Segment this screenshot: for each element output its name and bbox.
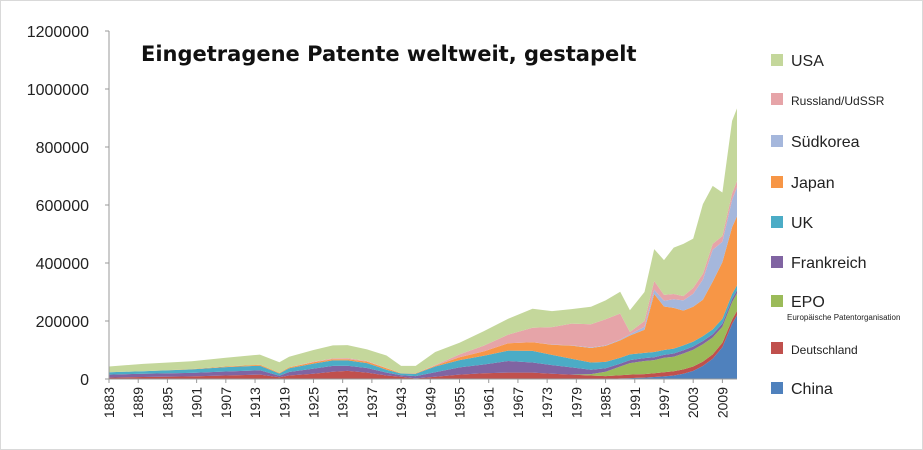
y-tick-label: 800000: [36, 140, 89, 157]
x-tick-label: 1907: [218, 387, 234, 418]
legend-label-uk: UK: [791, 215, 814, 232]
legend-label-epo: EPO: [791, 294, 825, 311]
x-tick-label: 1961: [481, 387, 497, 418]
x-tick-label: 1979: [568, 387, 584, 418]
x-tick-label: 1943: [393, 387, 409, 418]
x-tick-label: 1973: [539, 387, 555, 418]
legend-label-russland-udssr: Russland/UdSSR: [791, 94, 885, 108]
y-tick-label: 200000: [36, 314, 89, 331]
x-tick-label: 1895: [159, 387, 175, 418]
legend-swatch-uk: [771, 216, 783, 228]
x-tick-label: 1991: [627, 387, 643, 418]
x-tick-label: 1997: [656, 387, 672, 418]
x-tick-label: 1937: [364, 387, 380, 418]
legend-label-s-dkorea: Südkorea: [791, 134, 860, 151]
legend-swatch-china: [771, 382, 783, 394]
y-tick-label: 1200000: [27, 24, 89, 41]
legend-label-deutschland: Deutschland: [791, 343, 858, 357]
x-tick-label: 1931: [335, 387, 351, 418]
x-tick-label: 2009: [714, 387, 730, 418]
legend-swatch-usa: [771, 54, 783, 66]
legend-swatch-epo: [771, 295, 783, 307]
area-series-epo: [109, 293, 737, 379]
x-tick-label: 1985: [598, 387, 614, 418]
legend-label-frankreich: Frankreich: [791, 255, 867, 272]
chart-title: Eingetragene Patente weltweit, gestapelt: [141, 42, 636, 66]
area-series-russland-udssr: [109, 180, 737, 374]
area-series-deutschland: [109, 310, 737, 379]
x-tick-label: 1889: [130, 387, 146, 418]
x-tick-label: 1949: [422, 387, 438, 418]
y-tick-label: 1000000: [27, 82, 89, 99]
x-tick-label: 1919: [276, 387, 292, 418]
legend-label-japan: Japan: [791, 175, 835, 192]
y-tick-label: 600000: [36, 198, 89, 215]
x-tick-label: 1967: [510, 387, 526, 418]
x-tick-label: 1925: [305, 387, 321, 418]
x-tick-label: 2003: [685, 387, 701, 418]
x-tick-label: 1913: [247, 387, 263, 418]
y-tick-label: 0: [80, 372, 89, 389]
x-tick-label: 1883: [101, 387, 117, 418]
legend-label-usa: USA: [791, 53, 824, 70]
legend-swatch-s-dkorea: [771, 135, 783, 147]
x-tick-label: 1901: [189, 387, 205, 418]
legend-label-china: China: [791, 381, 833, 398]
x-tick-label: 1955: [452, 387, 468, 418]
legend-swatch-japan: [771, 176, 783, 188]
legend-swatch-deutschland: [771, 342, 783, 354]
legend-swatch-russland-udssr: [771, 93, 783, 105]
y-tick-label: 400000: [36, 256, 89, 273]
legend-sublabel-epo: Europäische Patentorganisation: [787, 313, 900, 322]
legend-swatch-frankreich: [771, 256, 783, 268]
